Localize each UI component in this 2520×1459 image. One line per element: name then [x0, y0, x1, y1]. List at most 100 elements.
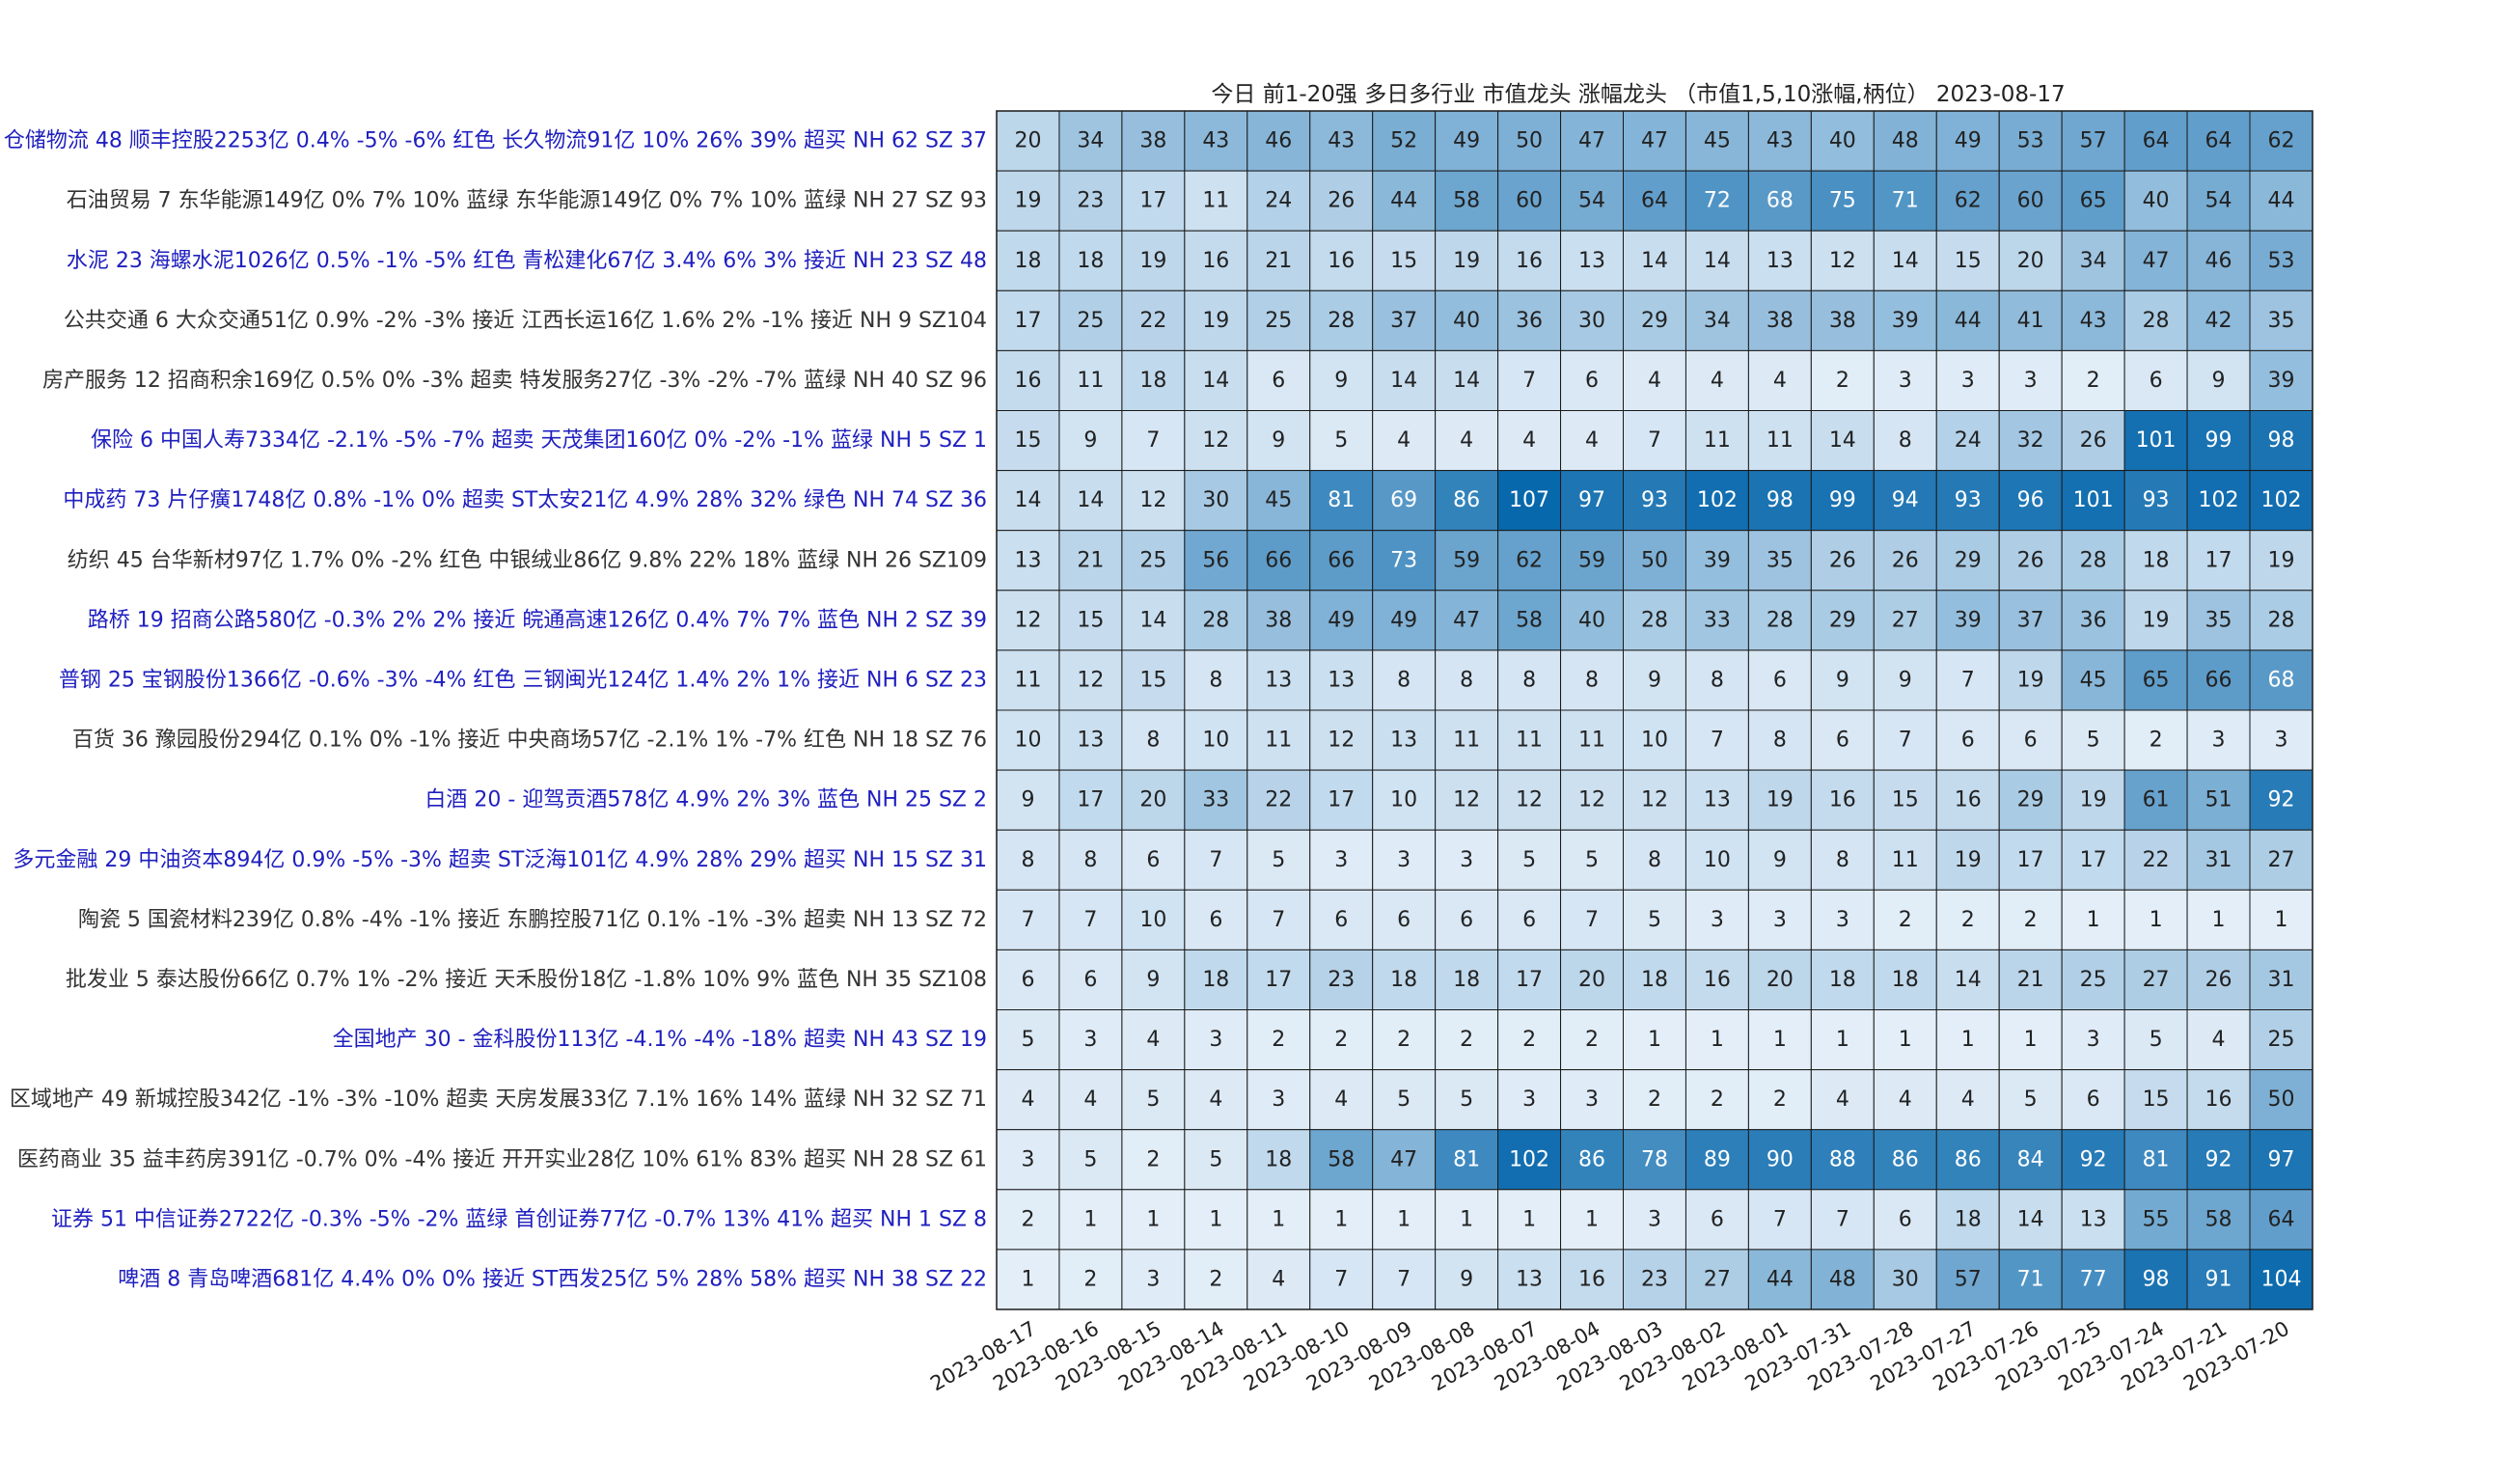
cell-value: 71: [1892, 189, 1919, 213]
heatmap-cell: [1184, 949, 1248, 1011]
cell-value: 29: [1641, 309, 1668, 333]
heatmap-cell: [2249, 709, 2314, 771]
cell-value: 54: [2205, 189, 2232, 213]
heatmap-cell: [996, 1189, 1060, 1251]
cell-value: 5: [2024, 1087, 2038, 1112]
heatmap-cell: [1058, 230, 1123, 291]
heatmap-cell: [1810, 769, 1875, 831]
cell-value: 47: [1453, 608, 1480, 632]
heatmap-cell: [1372, 829, 1437, 891]
row-label: 证券 51 中信证券2722亿 -0.3% -5% -2% 蓝绿 首创证券77亿…: [51, 1207, 987, 1231]
cell-value: 72: [1704, 189, 1731, 213]
cell-value: 46: [2205, 249, 2232, 273]
heatmap-cell: [1309, 1129, 1374, 1191]
heatmap-cell: [996, 949, 1060, 1011]
cell-value: 4: [1460, 428, 1473, 453]
heatmap-cell: [1747, 949, 1812, 1011]
cell-value: 3: [1272, 1087, 1285, 1112]
cell-value: 6: [1773, 668, 1787, 692]
heatmap-cell: [1747, 649, 1812, 711]
cell-value: 28: [1202, 608, 1229, 632]
cell-value: 34: [1704, 309, 1731, 333]
cell-value: 91: [2205, 1267, 2232, 1291]
cell-value: 6: [1711, 1207, 1724, 1231]
cell-value: 14: [1014, 488, 1041, 512]
cell-value: 24: [1265, 189, 1292, 213]
heatmap-cell: [2186, 769, 2251, 831]
heatmap-cell: [1372, 230, 1437, 291]
heatmap-cell: [2123, 1009, 2188, 1071]
cell-value: 5: [1334, 428, 1348, 453]
heatmap-cell: [1497, 889, 1562, 950]
cell-value: 47: [2143, 249, 2170, 273]
heatmap-cell: [1435, 1129, 1499, 1191]
row-label: 路桥 19 招商公路580亿 -0.3% 2% 2% 接近 皖通高速126亿 0…: [88, 608, 987, 632]
cell-value: 6: [2024, 729, 2038, 753]
heatmap-cell: [1309, 889, 1374, 950]
cell-value: 2: [1899, 908, 1912, 932]
cell-value: 40: [2143, 189, 2170, 213]
heatmap-cell: [2061, 1249, 2125, 1310]
cell-value: 4: [1836, 1087, 1849, 1112]
heatmap-cell: [1685, 949, 1749, 1011]
heatmap-cell: [2249, 530, 2314, 592]
cell-value: 22: [1265, 788, 1292, 812]
heatmap-cell: [1246, 1249, 1311, 1310]
heatmap-cell: [2061, 1009, 2125, 1071]
heatmap-cell: [2186, 110, 2251, 172]
heatmap-cell: [1623, 889, 1686, 950]
cell-value: 28: [2267, 608, 2294, 632]
heatmap-cell: [1246, 349, 1311, 411]
cell-value: 3: [1334, 848, 1348, 872]
heatmap-cell: [2186, 230, 2251, 291]
heatmap-cell: [1184, 530, 1248, 592]
heatmap-cell: [1309, 949, 1374, 1011]
cell-value: 49: [1453, 129, 1480, 153]
cell-value: 27: [2143, 968, 2170, 992]
heatmap-cell: [1121, 530, 1186, 592]
cell-value: 92: [2267, 788, 2294, 812]
heatmap-cell: [1058, 410, 1123, 472]
cell-value: 47: [1641, 129, 1668, 153]
heatmap-cell: [1435, 769, 1499, 831]
heatmap-cell: [1998, 1189, 2063, 1251]
cell-value: 68: [1767, 189, 1794, 213]
cell-value: 30: [1892, 1267, 1919, 1291]
cell-value: 17: [1077, 788, 1104, 812]
heatmap-cell: [1058, 1189, 1123, 1251]
heatmap-cell: [1121, 170, 1186, 232]
cell-value: 12: [1202, 428, 1229, 453]
heatmap-cell: [1309, 829, 1374, 891]
heatmap-cell: [1372, 410, 1437, 472]
cell-value: 14: [1077, 488, 1104, 512]
cell-value: 53: [2017, 129, 2044, 153]
cell-value: 37: [2017, 608, 2044, 632]
heatmap-cell: [1935, 289, 2000, 351]
cell-value: 9: [1773, 848, 1787, 872]
cell-value: 4: [1334, 1087, 1348, 1112]
heatmap-cell: [1184, 1249, 1248, 1310]
heatmap-cell: [996, 289, 1060, 351]
heatmap-cell: [1810, 949, 1875, 1011]
heatmap-cell: [2186, 410, 2251, 472]
heatmap-cell: [1560, 230, 1625, 291]
cell-value: 4: [1146, 1028, 1160, 1052]
heatmap-cell: [1685, 530, 1749, 592]
heatmap-cell: [1623, 949, 1686, 1011]
cell-value: 4: [1272, 1267, 1285, 1291]
row-label: 保险 6 中国人寿7334亿 -2.1% -5% -7% 超卖 天茂集团160亿…: [91, 428, 987, 453]
cell-value: 18: [1139, 369, 1166, 393]
heatmap-cell: [1685, 1069, 1749, 1131]
cell-value: 77: [2080, 1267, 2107, 1291]
cell-value: 5: [1522, 848, 1536, 872]
cell-value: 102: [1697, 488, 1738, 512]
heatmap-cell: [2249, 769, 2314, 831]
cell-value: 25: [1265, 309, 1292, 333]
heatmap-cell: [1372, 530, 1437, 592]
cell-value: 13: [1516, 1267, 1543, 1291]
heatmap-cell: [1121, 649, 1186, 711]
heatmap-cell: [1747, 1129, 1812, 1191]
cell-value: 8: [1899, 428, 1912, 453]
cell-value: 8: [1836, 848, 1849, 872]
